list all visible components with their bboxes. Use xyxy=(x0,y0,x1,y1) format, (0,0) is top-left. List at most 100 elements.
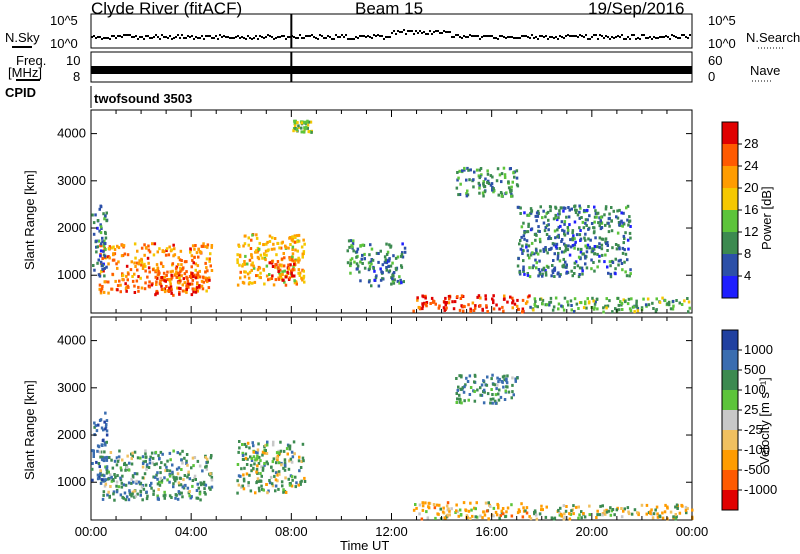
power-cell xyxy=(286,270,289,274)
power-cell xyxy=(310,130,313,134)
velocity-cell xyxy=(569,512,573,516)
power-cell xyxy=(573,266,576,270)
power-cell xyxy=(392,254,395,258)
power-cell xyxy=(108,245,112,249)
power-cell xyxy=(621,224,624,228)
velocity-cell xyxy=(627,512,631,516)
power-cell xyxy=(560,206,563,210)
velocity-cell xyxy=(418,512,421,516)
power-cell xyxy=(578,210,581,214)
velocity-cell xyxy=(441,510,445,514)
velocity-cell xyxy=(462,501,466,505)
power-cell xyxy=(144,264,147,268)
velocity-cell xyxy=(112,492,115,496)
velocity-cell xyxy=(475,515,479,519)
power-cell xyxy=(516,205,520,209)
velocity-cell xyxy=(568,512,571,516)
velocity-cell xyxy=(184,483,187,487)
power-cell xyxy=(526,273,530,277)
power-cell xyxy=(598,224,601,228)
power-cell xyxy=(296,234,299,238)
velocity-cell xyxy=(494,510,498,514)
velocity-cell xyxy=(611,508,615,511)
power-cell xyxy=(576,264,580,268)
power-cell xyxy=(281,278,284,282)
velocity-cell xyxy=(124,468,127,472)
velocity-cell xyxy=(266,462,269,466)
velocity-cell xyxy=(463,385,466,389)
power-cell xyxy=(177,281,180,285)
velocity-cell xyxy=(541,508,544,512)
velocity-cell xyxy=(96,449,99,453)
power-cell xyxy=(161,250,164,253)
power-cell xyxy=(599,227,603,231)
velocity-cell xyxy=(298,469,301,473)
power-cell xyxy=(595,297,599,301)
power-cell xyxy=(137,275,140,279)
power-cell xyxy=(177,286,181,290)
power-cell xyxy=(205,257,209,261)
velocity-cell xyxy=(188,477,192,481)
velocity-cell xyxy=(244,452,248,456)
velocity-cell xyxy=(280,463,283,467)
velocity-cell xyxy=(691,508,694,512)
power-cell xyxy=(292,129,295,133)
power-cell xyxy=(553,229,557,233)
velocity-cell xyxy=(106,493,109,497)
power-cell xyxy=(296,249,299,253)
power-cell xyxy=(586,243,590,247)
power-cell xyxy=(472,185,475,189)
power-cell xyxy=(511,296,514,300)
power-cell xyxy=(349,271,352,275)
velocity-cell xyxy=(456,388,459,392)
power-cell xyxy=(511,306,514,310)
power-cell xyxy=(513,170,517,174)
power-cell xyxy=(133,242,137,246)
velocity-cell xyxy=(248,446,251,450)
power-cell xyxy=(196,272,200,276)
power-cell xyxy=(281,240,284,244)
velocity-cell xyxy=(93,421,96,425)
velocity-cell xyxy=(288,483,292,487)
velocity-cell xyxy=(247,481,250,485)
velocity-cell xyxy=(127,468,131,472)
power-cell xyxy=(202,280,206,284)
power-cell xyxy=(635,302,638,306)
velocity-cell xyxy=(104,482,108,486)
power-cell xyxy=(500,194,503,198)
power-cell xyxy=(169,270,172,274)
velocity-cell xyxy=(459,513,463,517)
power-cell xyxy=(297,124,300,128)
velocity-cell xyxy=(243,466,246,470)
power-cell xyxy=(596,307,599,311)
velocity-colorbar-tick-label: -1000 xyxy=(744,482,777,497)
power-cell xyxy=(537,268,541,271)
power-cell xyxy=(131,279,135,283)
power-cell xyxy=(545,264,549,268)
velocity-cell xyxy=(583,515,587,519)
velocity-cell xyxy=(104,443,107,447)
power-cell xyxy=(279,246,283,250)
power-cell xyxy=(462,309,465,313)
power-cell xyxy=(246,272,250,276)
power-cell xyxy=(185,288,188,291)
power-cell xyxy=(99,260,103,264)
velocity-cell xyxy=(680,503,683,507)
velocity-cell xyxy=(458,397,461,401)
velocity-cell xyxy=(242,473,245,477)
velocity-cell xyxy=(484,501,488,505)
power-cell xyxy=(535,251,538,255)
power-cell xyxy=(570,308,573,312)
velocity-cell xyxy=(172,475,175,479)
power-cell xyxy=(200,279,204,283)
power-cell xyxy=(255,274,258,278)
velocity-cell xyxy=(462,390,466,394)
power-cell xyxy=(181,289,185,293)
velocity-cell xyxy=(283,458,287,462)
power-cell xyxy=(302,120,306,124)
power-cell xyxy=(204,270,207,274)
power-cell xyxy=(385,253,389,256)
power-cell xyxy=(602,310,605,314)
power-cell xyxy=(554,213,557,217)
velocity-cell xyxy=(239,474,242,478)
